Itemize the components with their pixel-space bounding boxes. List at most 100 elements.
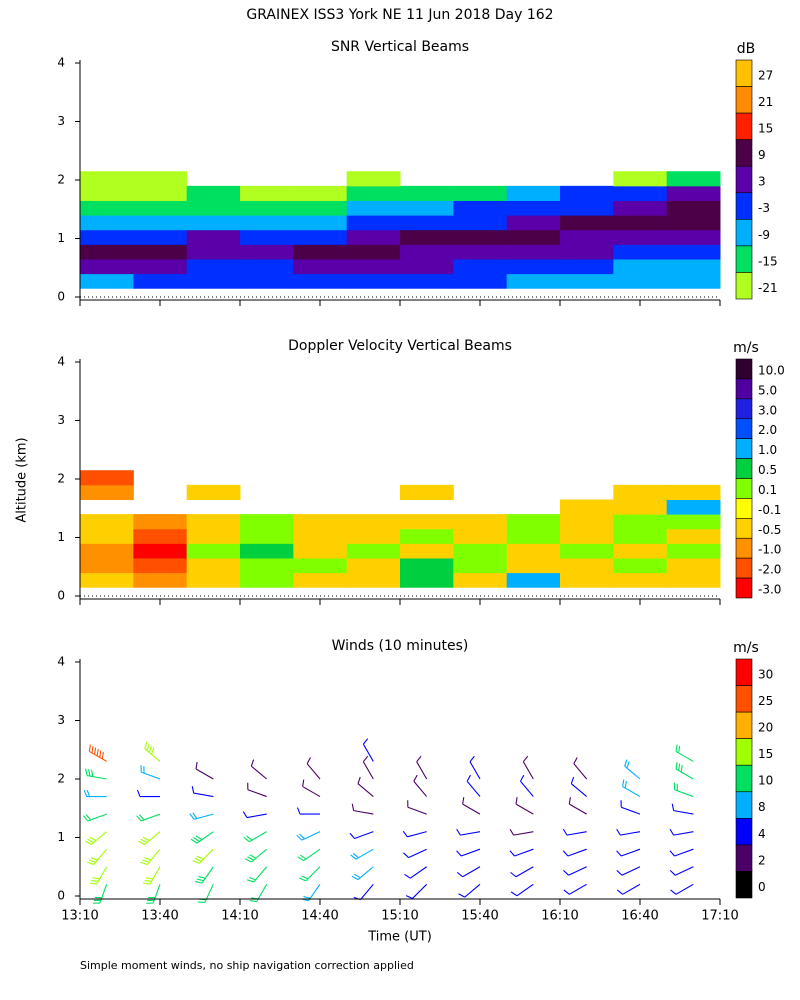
heat-cell [346,258,401,275]
wind-barb [616,848,641,857]
heat-cell [133,528,188,544]
heat-cell [453,557,508,574]
heat-cell [400,185,454,201]
heat-cell [560,185,614,201]
heat-cell [400,543,454,559]
wind-barb [250,759,268,780]
heat-cell [453,514,508,530]
wind-barb [416,755,428,780]
wind-barb [299,866,321,882]
heat-cell [240,258,294,275]
colorbar-swatch [735,791,753,819]
heat-cell [506,185,561,201]
wind-barb [301,883,321,902]
wind-barb [616,883,641,895]
heat-cell [560,572,614,588]
colorbar-label: 10 [758,774,773,788]
heat-cell [346,514,401,530]
heat-cell [613,215,668,231]
panel-title: SNR Vertical Beams [331,39,469,55]
heat-cell [453,273,508,289]
y-tick-label: 0 [57,889,65,903]
y-tick-label: 2 [57,772,65,786]
heat-cell [560,200,614,216]
wind-barb [89,866,108,885]
wind-barb [563,883,587,895]
colorbar-swatch [735,112,753,140]
heat-cell [80,557,134,574]
wind-barb [510,883,534,897]
heat-cell [133,572,188,588]
heat-cell [506,200,561,216]
heat-cell [186,528,241,544]
heat-cell [240,514,294,530]
heat-cell [560,499,614,515]
heat-cell [453,200,508,216]
heat-cell [186,484,241,500]
colorbar-swatch [735,818,753,846]
wind-barb [349,831,374,840]
heat-cell [133,273,188,289]
heat-cell [346,171,401,187]
wind-barb [84,831,108,845]
heat-cell [400,273,454,289]
wind-barb [357,776,374,797]
heat-cell [186,273,241,289]
colorbar-swatch [735,86,753,114]
colorbar-unit: m/s [733,640,759,656]
colorbar-label: -0.1 [758,503,781,517]
wind-barb [194,866,214,884]
wind-barb [522,755,534,780]
y-tick-label: 0 [57,290,65,304]
wind-barb [562,828,587,836]
wind-barb [82,813,107,822]
heat-cell [400,244,454,260]
wind-barb [670,883,694,895]
colorbar-swatch [735,398,753,420]
y-tick-label: 3 [57,114,65,128]
heat-cell [666,229,721,245]
heat-cell [666,215,721,231]
wind-barb [469,755,481,780]
wind-barb [244,848,268,863]
wind-barb [138,831,161,845]
heat-cell [293,244,348,260]
heat-cell [293,514,348,530]
heat-cell [506,273,561,289]
wind-barb [87,848,108,866]
colorbar-label: 5.0 [758,383,777,397]
wind-barb [405,883,428,899]
colorbar-label: 25 [758,694,773,708]
heat-cell [400,557,454,574]
heat-cell [560,258,614,275]
wind-barb [140,848,161,866]
heat-cell [346,572,401,588]
heat-cell [666,557,721,574]
colorbar-label: -0.5 [758,523,781,537]
heat-cell [240,528,294,544]
colorbar-unit: dB [737,41,756,57]
x-tick-label: 14:40 [301,909,338,924]
heat-cell [560,215,614,231]
wind-barb [296,807,320,815]
heat-cell [186,200,241,216]
heat-cell [240,572,294,588]
wind-barb [353,883,374,901]
colorbar-swatch [735,272,753,300]
heat-cell [133,543,188,559]
wind-barb [669,828,694,836]
colorbar-swatch [735,245,753,273]
colorbar-label: 27 [758,68,773,82]
heat-cell [293,572,348,588]
y-tick-label: 1 [57,830,65,844]
wind-barb [197,884,214,903]
heat-cell [186,258,241,275]
heat-cell [186,229,241,245]
wind-barb [351,866,374,881]
heat-cell [346,273,401,289]
colorbar-label: 3 [758,175,766,189]
heat-cell [613,185,668,201]
heat-cell [133,258,188,275]
colorbar-swatch [735,711,753,739]
wind-barb [509,848,534,857]
